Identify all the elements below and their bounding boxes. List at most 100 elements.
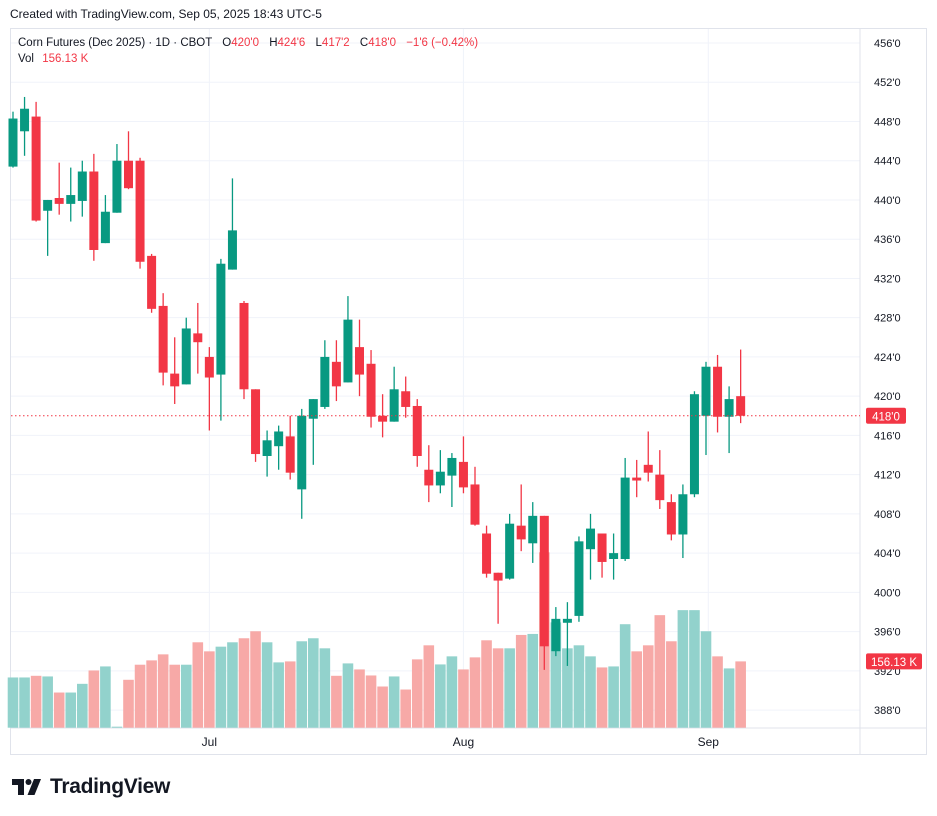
candle <box>308 399 318 465</box>
candle-body <box>482 533 492 574</box>
candle-body <box>643 464 653 473</box>
candle <box>713 354 723 433</box>
volume-bar <box>723 668 735 728</box>
candle-body <box>701 366 711 416</box>
candle <box>632 459 642 498</box>
candle <box>216 258 226 421</box>
volume-bar <box>515 634 527 728</box>
candle-body <box>447 457 457 476</box>
chart-frame <box>10 28 927 755</box>
volume-row: Vol 156.13 K <box>18 51 478 67</box>
volume-bar <box>342 663 354 728</box>
y-tick-label: 444'0 <box>874 156 901 168</box>
candle <box>689 391 699 498</box>
candle <box>701 361 711 456</box>
candle-body <box>8 118 18 167</box>
last-price-badge <box>866 407 906 424</box>
candle-body <box>135 160 145 262</box>
tradingview-logo[interactable]: TradingView <box>12 775 170 799</box>
volume-bar <box>585 656 596 728</box>
volume-bar <box>273 662 284 728</box>
volume-bar <box>284 661 296 728</box>
candle-body <box>666 502 676 535</box>
candle-body <box>505 523 515 579</box>
y-tick-label: 440'0 <box>874 195 901 207</box>
candle <box>724 386 734 454</box>
volume-label[interactable]: Vol <box>18 53 34 65</box>
close-label: C <box>359 37 369 49</box>
volume-bar <box>712 656 723 728</box>
volume-bar <box>365 675 377 728</box>
candle <box>447 453 457 508</box>
open-value: 420'0 <box>231 37 260 49</box>
volume-bar <box>215 646 227 728</box>
volume-bar <box>435 664 446 728</box>
candle-body <box>297 415 307 490</box>
y-tick-label: 448'0 <box>874 116 901 128</box>
candle <box>227 178 237 270</box>
candle-body <box>31 116 41 221</box>
volume-bar <box>573 645 585 728</box>
x-tick-label: Jul <box>202 735 217 749</box>
candle <box>54 162 64 215</box>
candle-body <box>124 160 133 189</box>
candle <box>43 199 53 256</box>
volume-bar <box>30 675 42 728</box>
volume-bar <box>65 692 77 728</box>
candle <box>343 296 353 383</box>
volume-bar <box>250 631 261 728</box>
y-tick-label: 404'0 <box>874 548 901 560</box>
volume-bar <box>458 669 469 728</box>
volume-bar <box>88 670 100 728</box>
candle-body <box>366 363 376 417</box>
logo-text: TradingView <box>50 775 171 798</box>
volume-bar <box>169 664 180 728</box>
candle <box>574 536 584 622</box>
candle <box>493 572 503 624</box>
volume-bar <box>446 656 458 728</box>
candle <box>66 167 76 222</box>
candle-body <box>574 541 584 616</box>
candle <box>482 525 492 578</box>
candle <box>666 494 676 541</box>
volume-bar <box>654 615 666 728</box>
close-value: 418'0 <box>368 37 396 49</box>
volume-bar <box>331 675 342 728</box>
candle <box>597 533 607 578</box>
volume-bar <box>400 689 411 728</box>
volume-value: 156.13 K <box>42 53 89 65</box>
candle-body <box>586 528 595 550</box>
candle-body <box>632 477 642 481</box>
y-tick-label: 416'0 <box>874 430 901 442</box>
candle-body <box>539 515 549 647</box>
candle <box>135 157 145 269</box>
candle-body <box>274 431 284 447</box>
candle <box>470 466 480 526</box>
candle <box>31 101 41 222</box>
candle-body <box>435 471 445 486</box>
candle <box>678 484 688 559</box>
candle-body <box>401 391 411 407</box>
candle-body <box>724 399 734 417</box>
candle-body <box>620 477 630 560</box>
volume-bar <box>7 677 19 728</box>
candle <box>528 502 538 563</box>
volume-bar <box>735 661 746 728</box>
volume-bar <box>700 631 712 728</box>
y-tick-label: 396'0 <box>874 627 901 639</box>
tradingview-logo-icon <box>12 779 41 795</box>
candle <box>378 394 388 438</box>
volume-bar <box>261 642 273 728</box>
candle-body <box>412 405 422 457</box>
x-tick-label: Sep <box>698 735 720 749</box>
y-tick-label: 388'0 <box>874 705 901 717</box>
candle <box>170 337 180 405</box>
candle <box>562 602 572 666</box>
candle-body <box>170 373 180 387</box>
candle <box>274 425 284 470</box>
low-label: L <box>315 37 322 49</box>
symbol-title[interactable]: Corn Futures (Dec 2025) · 1D · CBOT <box>18 37 213 49</box>
volume-bar <box>608 666 619 728</box>
candle-body <box>308 399 318 419</box>
